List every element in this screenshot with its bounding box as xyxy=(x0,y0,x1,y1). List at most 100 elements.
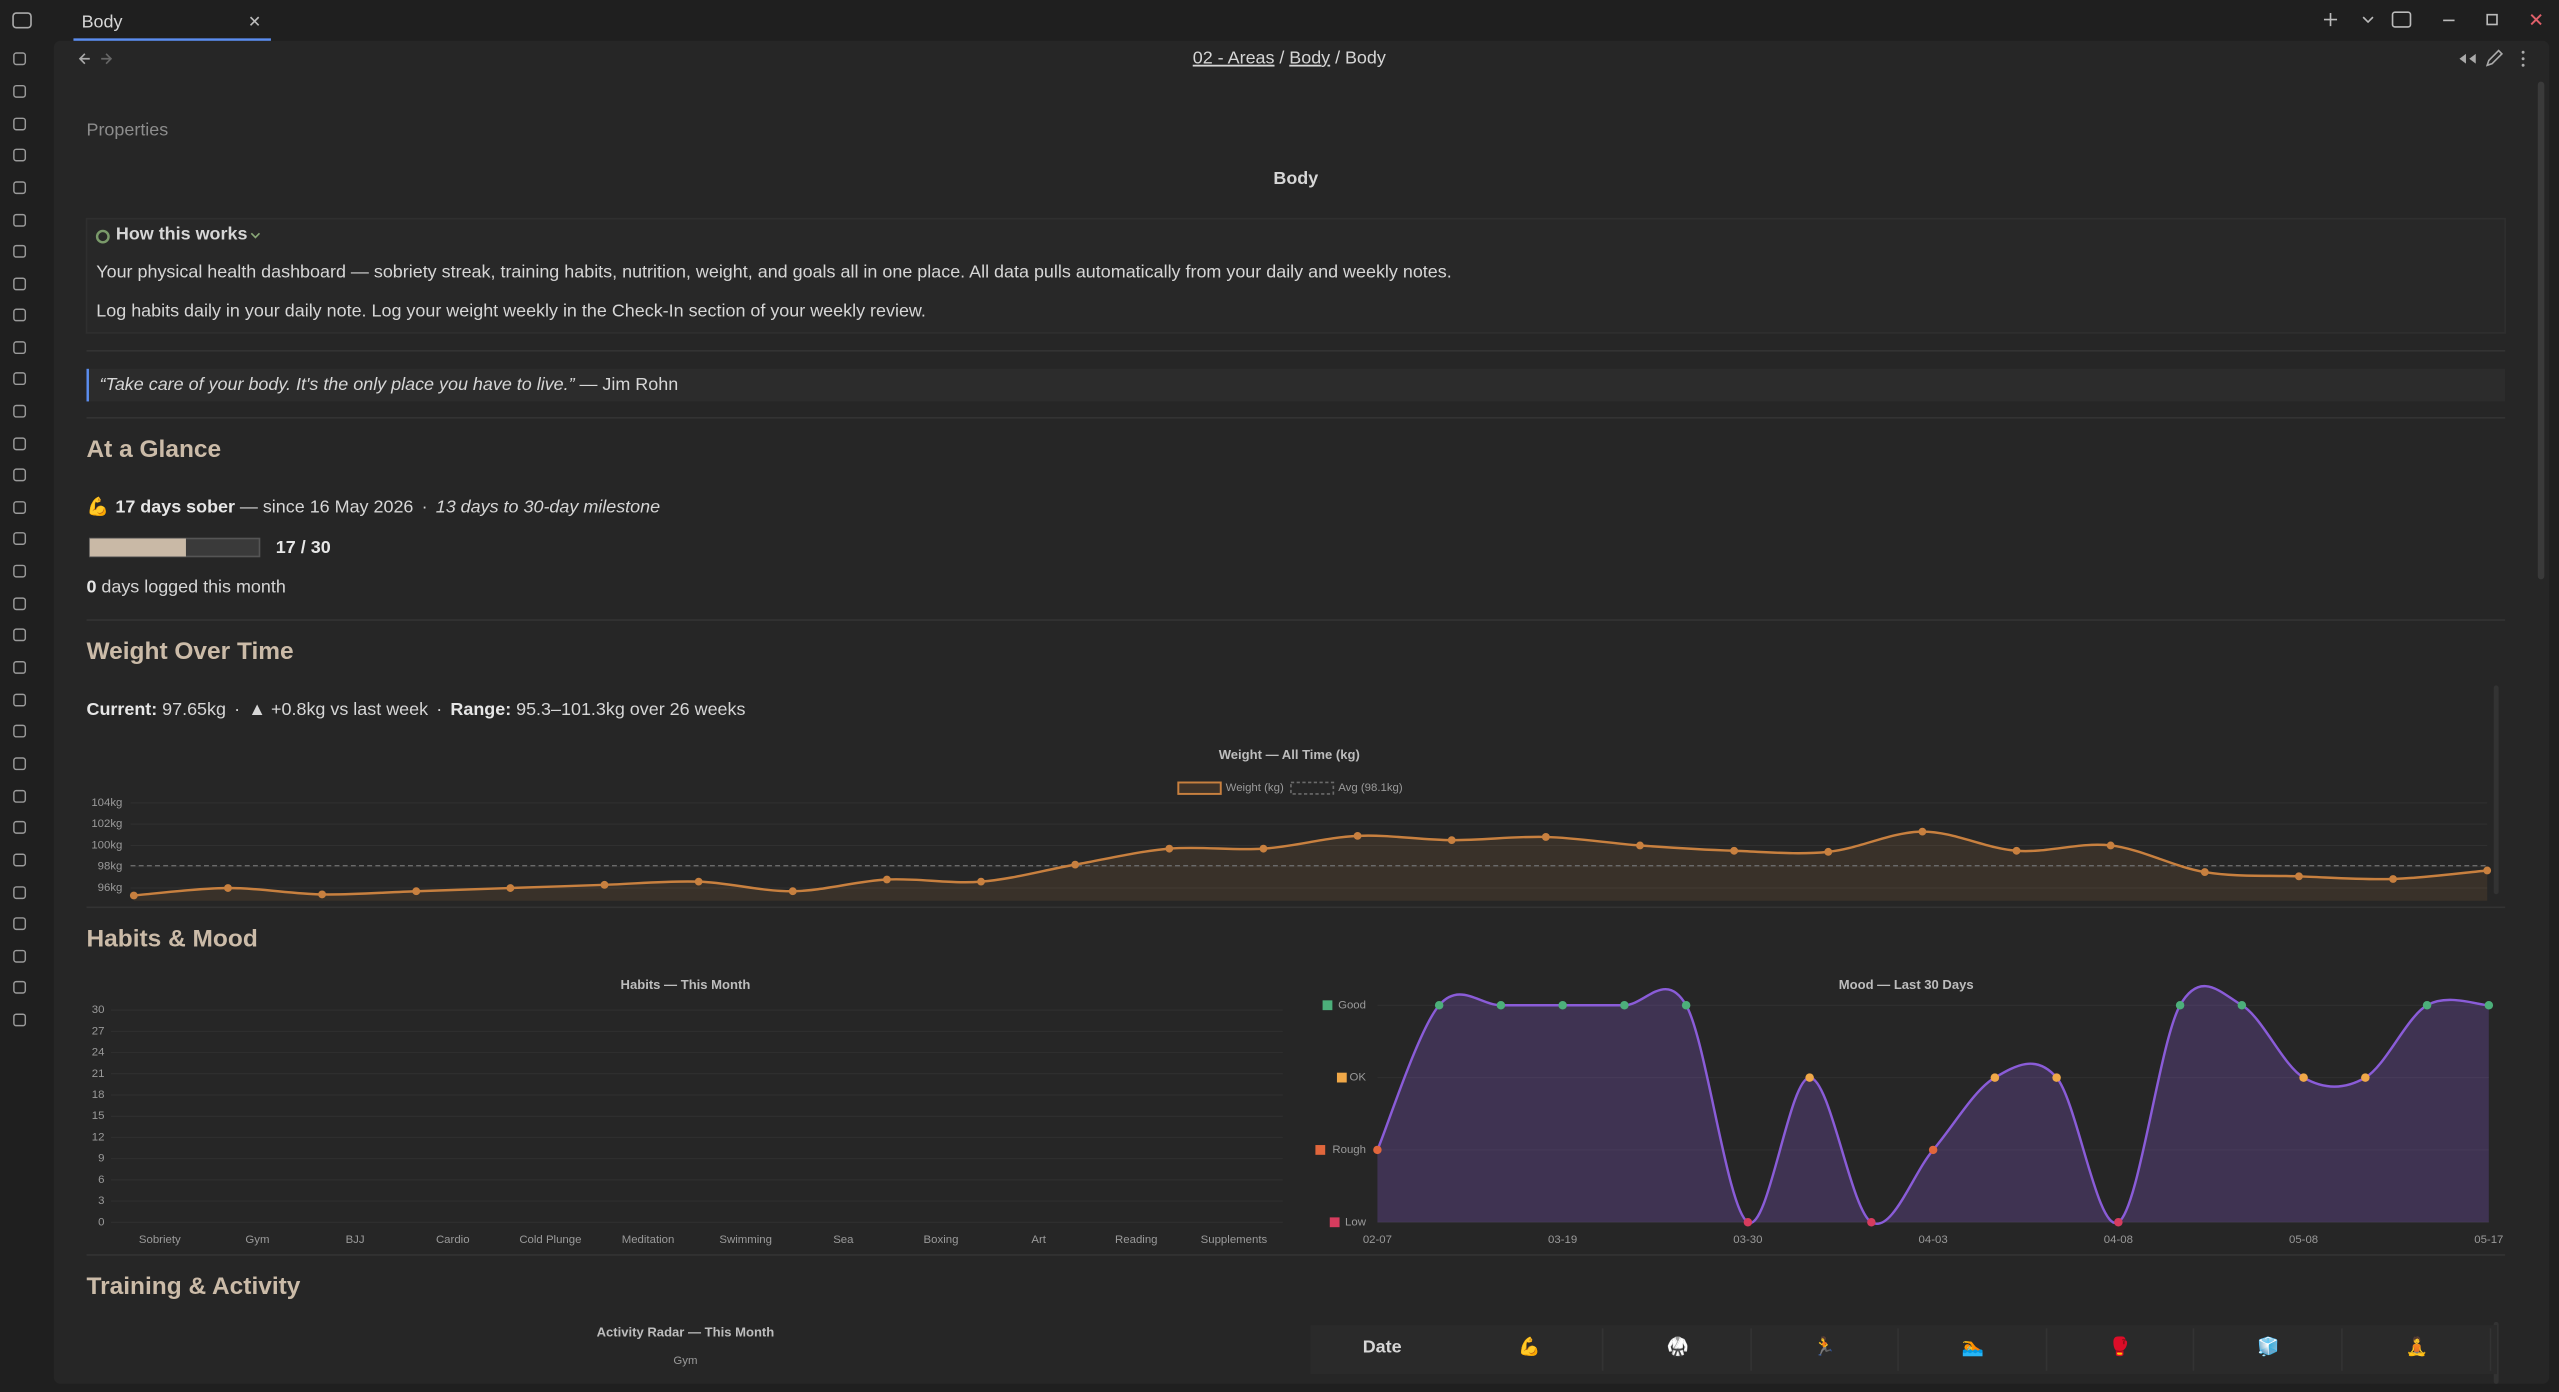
separator: · xyxy=(422,496,428,516)
y-tick-label: 96kg xyxy=(98,882,123,894)
ribbon-icon[interactable] xyxy=(13,213,27,227)
tab-title[interactable]: Body xyxy=(82,12,123,32)
point xyxy=(2012,846,2021,855)
x-tick-label: Sea xyxy=(833,1234,854,1246)
reading-view[interactable] xyxy=(2459,53,2476,64)
scrollbar[interactable] xyxy=(2537,81,2545,580)
point xyxy=(1681,1000,1691,1010)
breadcrumb-separator: / xyxy=(1279,47,1284,67)
section-heading: Weight Over Time xyxy=(86,638,293,665)
x-tick-label: Boxing xyxy=(924,1234,959,1246)
ribbon-icon[interactable] xyxy=(13,244,27,258)
blockquote-bar xyxy=(86,368,89,402)
edit-mode[interactable] xyxy=(2485,49,2504,67)
ribbon-icon[interactable] xyxy=(13,404,27,418)
tab-list[interactable] xyxy=(2362,16,2374,24)
tab-close[interactable] xyxy=(249,16,260,26)
y-tick-label: 30 xyxy=(92,1004,105,1016)
point xyxy=(1496,1000,1506,1010)
x-tick-label: Cardio xyxy=(436,1234,470,1246)
point xyxy=(1990,1073,2000,1082)
point xyxy=(412,887,421,896)
breadcrumb-current: Body xyxy=(1345,47,1386,67)
table-header-cell: 💪 xyxy=(1518,1336,1540,1357)
point xyxy=(694,877,703,886)
callout-title[interactable]: How this works xyxy=(116,224,248,244)
ribbon-icon[interactable] xyxy=(13,84,27,98)
breadcrumb: 02 - Areas / Body / Body xyxy=(1193,47,1386,67)
point xyxy=(2295,872,2303,881)
ribbon-icon[interactable] xyxy=(13,277,27,291)
more-options[interactable] xyxy=(2521,63,2525,67)
legend-swatch xyxy=(1177,781,1222,795)
radar-axis-label: Gym xyxy=(673,1355,697,1367)
ribbon-icon[interactable] xyxy=(13,820,27,834)
quote-author: — Jim Rohn xyxy=(580,374,679,394)
ribbon-icon[interactable] xyxy=(13,341,27,355)
ribbon-icon[interactable] xyxy=(13,501,27,514)
maximize[interactable] xyxy=(2486,13,2498,26)
right-sidebar-toggle[interactable] xyxy=(2391,11,2412,28)
ribbon-icon[interactable] xyxy=(13,597,27,611)
scrollbar[interactable] xyxy=(2493,685,2499,895)
point xyxy=(1071,860,1080,869)
point xyxy=(1928,1145,1938,1155)
x-tick-label: BJJ xyxy=(346,1234,365,1246)
point xyxy=(882,875,891,884)
table-header-cell: 🧘 xyxy=(2406,1336,2428,1357)
ribbon-icon[interactable] xyxy=(13,724,27,738)
ribbon-icon[interactable] xyxy=(13,52,27,66)
callout-fold[interactable] xyxy=(250,232,261,239)
ribbon-icon[interactable] xyxy=(13,148,27,162)
new-tab[interactable] xyxy=(2323,13,2338,27)
ribbon-icon[interactable] xyxy=(13,886,27,900)
ribbon-icon[interactable] xyxy=(13,917,27,931)
ribbon-icon[interactable] xyxy=(13,853,27,867)
point xyxy=(129,891,138,900)
ribbon-icon[interactable] xyxy=(13,789,27,803)
ribbon-icon[interactable] xyxy=(13,468,27,482)
legend-label: Weight (kg) xyxy=(1226,782,1284,794)
breadcrumb-link[interactable]: 02 - Areas xyxy=(1193,47,1275,67)
stat-value: 97.65kg xyxy=(162,699,226,719)
since: — since 16 May 2026 xyxy=(240,496,414,516)
ribbon-icon[interactable] xyxy=(13,564,27,578)
ribbon-icon[interactable] xyxy=(13,372,27,386)
progress-fill xyxy=(89,538,186,557)
more-options[interactable] xyxy=(2521,57,2525,61)
more-options[interactable] xyxy=(2521,50,2525,54)
ribbon-icon[interactable] xyxy=(13,437,27,451)
ribbon-icon[interactable] xyxy=(13,980,27,994)
ribbon-icon[interactable] xyxy=(13,1013,27,1027)
x-tick-label: 04-08 xyxy=(2104,1234,2133,1246)
ribbon-icon[interactable] xyxy=(13,660,27,674)
point xyxy=(1353,831,1362,840)
point xyxy=(2175,1000,2185,1010)
emoji: 💪 xyxy=(86,495,108,516)
x-tick-label: Sobriety xyxy=(139,1234,181,1246)
ribbon-icon[interactable] xyxy=(13,532,27,545)
properties-label[interactable]: Properties xyxy=(86,119,168,139)
y-tick-label: Rough xyxy=(1332,1144,1366,1156)
nav-forward[interactable] xyxy=(101,53,113,65)
point xyxy=(1805,1073,1814,1082)
progress-label: 17 / 30 xyxy=(276,537,331,557)
y-tick-label: OK xyxy=(1350,1072,1367,1084)
area xyxy=(133,831,2488,901)
ribbon-icon[interactable] xyxy=(13,949,27,963)
close-window[interactable] xyxy=(2530,13,2542,26)
ribbon-icon[interactable] xyxy=(13,757,27,771)
ribbon-icon[interactable] xyxy=(13,181,27,195)
section-heading: Habits & Mood xyxy=(86,925,257,952)
breadcrumb-link[interactable]: Body xyxy=(1289,47,1330,67)
chart-title: Activity Radar — This Month xyxy=(597,1325,775,1340)
point xyxy=(1620,1000,1629,1010)
x-tick-label: 04-03 xyxy=(1919,1234,1948,1246)
ribbon-icon[interactable] xyxy=(13,693,27,707)
ribbon-icon[interactable] xyxy=(13,628,27,642)
sidebar-toggle[interactable] xyxy=(12,12,32,29)
nav-back[interactable] xyxy=(78,53,90,65)
ribbon-icon[interactable] xyxy=(13,117,27,131)
ribbon-icon[interactable] xyxy=(13,308,27,322)
table-header-cell: 🏃 xyxy=(1813,1336,1835,1357)
